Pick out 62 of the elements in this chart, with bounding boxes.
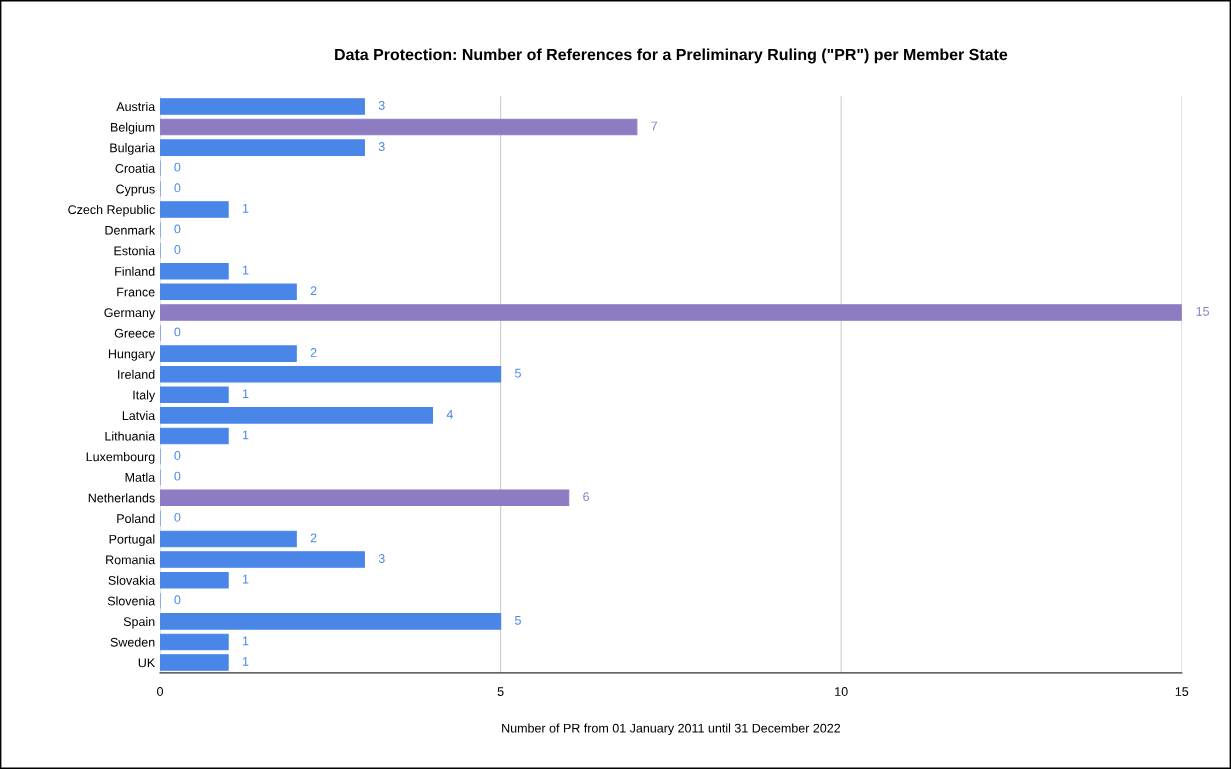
- data-label: 1: [242, 574, 249, 584]
- data-label: 1: [242, 389, 249, 399]
- data-label: 0: [174, 471, 181, 481]
- y-tick-label: Portugal: [109, 534, 155, 547]
- data-label: 4: [446, 410, 453, 419]
- y-tick-label: Poland: [117, 513, 155, 524]
- data-label: 5: [515, 368, 521, 378]
- data-label: 5: [515, 616, 521, 625]
- data-label: 0: [174, 512, 181, 522]
- x-axis-title: Number of PR from 01 January 2011 until 31 December 2022: [502, 723, 841, 736]
- y-tick-label: Bulgaria: [110, 143, 156, 155]
- data-label: 1: [242, 657, 249, 666]
- data-label: 2: [310, 348, 317, 357]
- data-label: 7: [651, 121, 658, 131]
- x-tick-label: 5: [497, 687, 504, 696]
- y-tick-label: France: [117, 287, 155, 297]
- y-tick-label: Finland: [115, 266, 155, 276]
- data-label: 6: [583, 492, 590, 502]
- y-tick-label: Netherlands: [88, 493, 155, 503]
- data-label: 1: [242, 430, 249, 440]
- y-tick-label: Germany: [104, 308, 156, 320]
- data-label: 1: [242, 636, 249, 646]
- y-tick-label: Denmark: [105, 225, 156, 235]
- y-tick-label: Czech Republic: [68, 204, 155, 217]
- y-tick-label: Romania: [106, 555, 156, 565]
- y-tick-label: Austria: [116, 101, 156, 112]
- data-label: 0: [174, 183, 181, 193]
- chart-title: Data Protection: Number of References for a Preliminary Ruling ("PR") per Member State: [335, 48, 1008, 64]
- y-tick-label: Greece: [114, 328, 155, 338]
- y-tick-label: Cyprus: [116, 184, 155, 196]
- y-tick-label: Estonia: [114, 246, 156, 256]
- data-label: 0: [174, 451, 181, 460]
- x-tick-label: 10: [835, 687, 848, 696]
- data-label: 15: [1196, 307, 1210, 316]
- y-tick-label: Sweden: [110, 637, 155, 647]
- data-label: 0: [174, 595, 181, 605]
- data-label: 1: [242, 265, 249, 275]
- y-tick-label: Hungary: [108, 349, 156, 361]
- y-tick-label: Lithuania: [105, 431, 156, 441]
- x-tick-label: 0: [157, 687, 164, 696]
- y-tick-label: Slovenia: [107, 596, 156, 606]
- data-label: 3: [378, 554, 385, 563]
- y-tick-label: Croatia: [115, 163, 156, 173]
- y-tick-label: Luxembourg: [86, 452, 155, 464]
- x-tick-label: 15: [1175, 687, 1189, 696]
- data-label: 1: [242, 204, 249, 213]
- y-tick-label: Belgium: [111, 122, 155, 135]
- data-label: 2: [310, 533, 317, 543]
- y-tick-label: Latvia: [122, 410, 156, 421]
- data-label: 0: [174, 245, 181, 254]
- data-label: 0: [174, 224, 181, 234]
- y-tick-label: Slovakia: [108, 575, 156, 585]
- data-label: 2: [310, 286, 317, 296]
- y-tick-label: UK: [138, 658, 156, 668]
- y-tick-label: Spain: [123, 616, 155, 629]
- data-label: 3: [378, 100, 385, 110]
- data-label: 0: [174, 327, 181, 337]
- y-tick-label: Matla: [125, 472, 156, 482]
- y-tick-label: Ireland: [118, 369, 155, 379]
- y-tick-label: Italy: [133, 390, 156, 402]
- data-label: 3: [378, 142, 385, 151]
- data-label: 0: [174, 162, 181, 172]
